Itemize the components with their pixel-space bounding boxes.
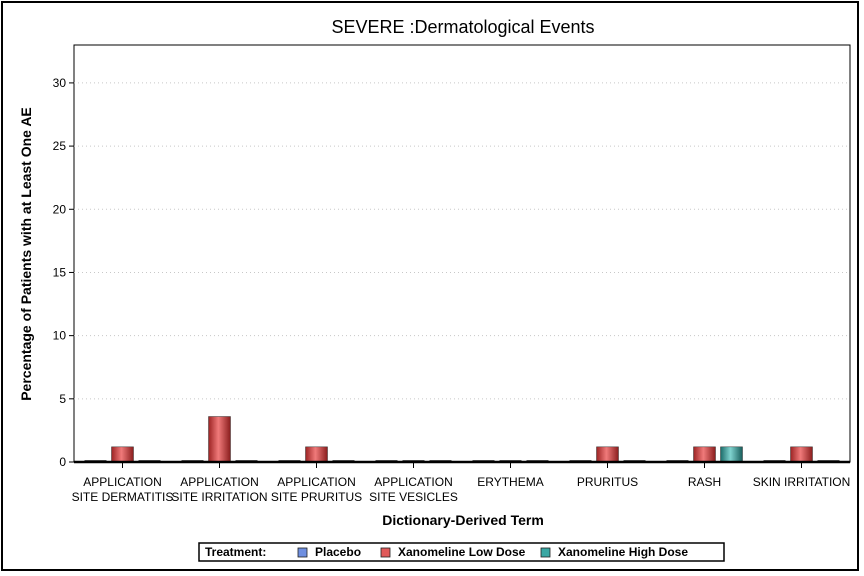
bar-xanomeline-low-dose (693, 446, 716, 463)
legend-title: Treatment: (205, 545, 266, 559)
bar-xanomeline-low-dose (111, 446, 134, 463)
grid (74, 82, 850, 400)
y-tick-label: 15 (53, 265, 67, 279)
y-tick-label: 10 (53, 329, 67, 343)
x-category-label: PRURITUS (577, 475, 638, 489)
bars (84, 416, 840, 463)
legend: Treatment: Placebo Xanomeline Low Dose Xan… (198, 542, 725, 562)
x-category-label: APPLICATION SITE IRRITATION (171, 475, 267, 504)
x-category-label: ERYTHEMA (477, 475, 543, 489)
legend-box (198, 542, 725, 562)
plot-area (73, 44, 851, 463)
y-tick-label: 5 (59, 392, 66, 406)
y-tick-label: 0 (59, 455, 66, 469)
x-category-label: APPLICATION SITE VESICLES (369, 475, 458, 504)
legend-swatch (540, 547, 551, 558)
legend-label: Xanomeline Low Dose (398, 545, 526, 559)
y-tick-label: 25 (53, 139, 67, 153)
y-tick-label: 30 (53, 76, 67, 90)
bar-xanomeline-high-dose (720, 446, 743, 463)
x-category-label: RASH (688, 475, 721, 489)
bar-xanomeline-low-dose (790, 446, 813, 463)
bar-xanomeline-low-dose (596, 446, 619, 463)
x-category-label: APPLICATION SITE DERMATITIS (72, 475, 174, 504)
legend-label: Xanomeline High Dose (558, 545, 688, 559)
legend-swatch (297, 547, 308, 558)
legend-swatch (380, 547, 391, 558)
x-category-label: SKIN IRRITATION (753, 475, 851, 489)
bar-xanomeline-low-dose (305, 446, 328, 463)
bar-xanomeline-low-dose (208, 416, 231, 463)
x-axis-label: Dictionary-Derived Term (382, 512, 544, 528)
y-tick-label: 20 (53, 202, 67, 216)
legend-label: Placebo (315, 545, 361, 559)
x-category-label: APPLICATION SITE PRURITUS (271, 475, 362, 504)
y-axis: 0 5 10 15 20 25 30 (53, 76, 74, 469)
chart-title: SEVERE :Dermatological Events (331, 17, 594, 37)
y-axis-label: Percentage of Patients with at Least One… (18, 107, 34, 401)
